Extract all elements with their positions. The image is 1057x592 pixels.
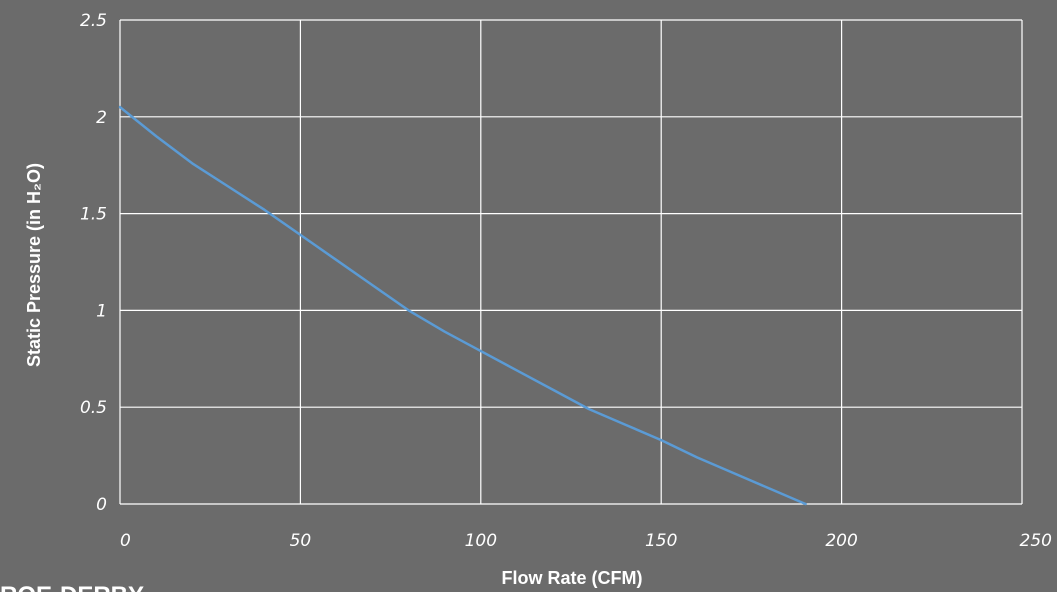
y-tick-label: 2: [96, 108, 107, 128]
series: [118, 105, 807, 506]
y-tick-label: 1: [96, 301, 107, 321]
data-points: [119, 107, 806, 505]
x-axis-title: Flow Rate (CFM): [502, 568, 643, 588]
y-tick-label: 0: [96, 495, 107, 515]
x-tick-label: 250: [1020, 531, 1052, 551]
grid: [119, 19, 1023, 505]
y-tick-label: 2.5: [80, 11, 107, 31]
cropped-caption: ROE-DERBY: [0, 582, 144, 592]
x-tick-label: 150: [645, 531, 677, 551]
x-tick-label: 0: [120, 531, 131, 551]
series-line: [118, 105, 807, 506]
y-tick-label: 1.5: [80, 205, 107, 225]
x-tick-label: 50: [290, 531, 312, 551]
tick-labels: 0 50 100 150 200 250 0 0.5 1 1.5 2 2.5: [80, 11, 1052, 551]
y-tick-label: 0.5: [80, 398, 107, 418]
y-axis-title: Static Pressure (in H₂O): [24, 163, 44, 367]
x-tick-label: 100: [465, 531, 497, 551]
x-tick-label: 200: [825, 531, 857, 551]
